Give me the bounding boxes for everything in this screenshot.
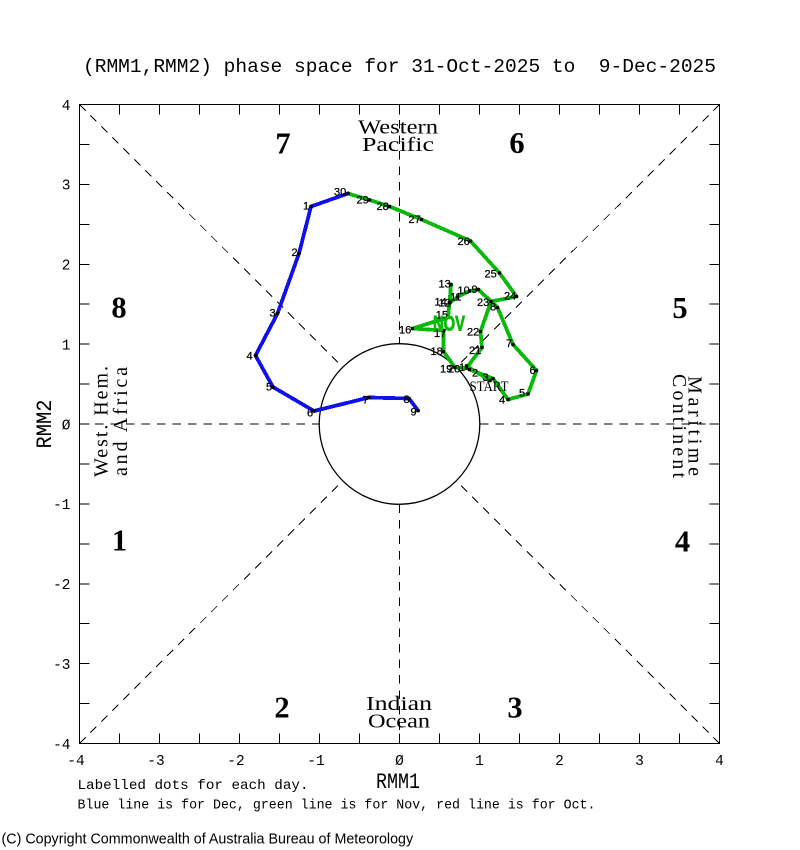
svg-text:5: 5 — [266, 382, 272, 394]
svg-text:NOV: NOV — [433, 313, 465, 336]
svg-text:-4: -4 — [67, 754, 84, 770]
svg-text:11: 11 — [450, 292, 461, 304]
svg-text:Ocean: Ocean — [368, 711, 430, 733]
svg-text:7: 7 — [363, 395, 369, 407]
svg-text:1: 1 — [62, 338, 71, 354]
svg-text:4: 4 — [247, 351, 253, 363]
svg-text:6: 6 — [530, 365, 536, 377]
svg-text:3: 3 — [635, 754, 644, 770]
svg-text:7: 7 — [275, 127, 290, 161]
svg-text:27: 27 — [409, 214, 421, 226]
svg-text:-2: -2 — [53, 578, 70, 594]
svg-text:8: 8 — [111, 291, 126, 325]
svg-text:Labelled dots for each day.: Labelled dots for each day. — [78, 778, 309, 794]
svg-text:2: 2 — [472, 368, 478, 380]
svg-text:-1: -1 — [307, 754, 324, 770]
svg-text:West. Hem.: West. Hem. — [91, 366, 113, 477]
svg-text:3: 3 — [62, 179, 71, 195]
svg-text:RMM1: RMM1 — [376, 770, 420, 795]
svg-text:4: 4 — [499, 395, 505, 407]
svg-text:14: 14 — [435, 297, 447, 309]
svg-text:12: 12 — [439, 298, 451, 310]
svg-text:25: 25 — [485, 269, 497, 281]
svg-text:4: 4 — [715, 754, 724, 770]
svg-text:(C) Copyright Commonwealth of: (C) Copyright Commonwealth of Australia … — [2, 832, 414, 848]
svg-text:-3: -3 — [53, 658, 70, 674]
svg-text:1: 1 — [112, 524, 127, 558]
svg-text:2: 2 — [292, 247, 298, 259]
svg-text:8: 8 — [404, 394, 410, 406]
svg-text:16: 16 — [399, 325, 411, 337]
svg-text:5: 5 — [519, 388, 525, 400]
svg-text:7: 7 — [506, 338, 512, 350]
svg-text:5: 5 — [672, 291, 687, 325]
svg-text:24: 24 — [504, 291, 516, 303]
svg-text:17: 17 — [434, 328, 446, 340]
svg-text:Pacific: Pacific — [362, 134, 434, 156]
svg-text:Continent: Continent — [668, 374, 690, 478]
svg-text:3: 3 — [270, 308, 276, 320]
svg-text:6: 6 — [307, 408, 313, 420]
svg-text:15: 15 — [436, 310, 448, 322]
svg-text:13: 13 — [439, 279, 451, 291]
svg-text:9: 9 — [411, 407, 417, 419]
svg-text:Blue line is for Dec, green li: Blue line is for Dec, green line is for … — [78, 798, 596, 814]
svg-text:3: 3 — [483, 372, 489, 384]
svg-text:-3: -3 — [147, 754, 164, 770]
svg-text:-4: -4 — [53, 738, 70, 754]
svg-text:4: 4 — [62, 99, 71, 115]
svg-text:4: 4 — [675, 525, 690, 559]
svg-text:9: 9 — [472, 284, 478, 296]
svg-text:-1: -1 — [53, 498, 70, 514]
svg-text:19: 19 — [440, 364, 452, 376]
svg-text:Ø: Ø — [395, 754, 404, 770]
svg-text:23: 23 — [477, 297, 489, 309]
svg-text:29: 29 — [357, 195, 369, 207]
svg-text:28: 28 — [377, 201, 389, 213]
svg-text:START: START — [470, 379, 509, 395]
svg-text:Western: Western — [358, 117, 438, 139]
svg-text:18: 18 — [431, 346, 443, 358]
svg-text:6: 6 — [509, 126, 524, 160]
svg-text:2: 2 — [274, 691, 289, 725]
svg-text:1: 1 — [459, 362, 465, 374]
svg-text:20: 20 — [448, 364, 460, 376]
svg-text:3: 3 — [507, 691, 522, 725]
svg-text:2: 2 — [62, 259, 71, 275]
svg-text:(RMM1,RMM2) phase space for 31: (RMM1,RMM2) phase space for 31-Oct-2025 … — [83, 56, 716, 78]
svg-text:-2: -2 — [227, 754, 244, 770]
svg-text:Ø: Ø — [62, 418, 71, 434]
svg-text:10: 10 — [458, 285, 470, 297]
svg-text:22: 22 — [467, 327, 479, 339]
svg-text:Indian: Indian — [366, 693, 432, 715]
svg-text:RMM2: RMM2 — [33, 400, 58, 449]
svg-text:26: 26 — [458, 236, 470, 248]
svg-text:1: 1 — [475, 754, 484, 770]
svg-text:30: 30 — [334, 187, 346, 199]
svg-text:21: 21 — [469, 345, 481, 357]
svg-text:8: 8 — [490, 302, 496, 314]
svg-text:2: 2 — [555, 754, 564, 770]
svg-text:and Africa: and Africa — [110, 367, 132, 476]
svg-text:1: 1 — [303, 201, 309, 213]
